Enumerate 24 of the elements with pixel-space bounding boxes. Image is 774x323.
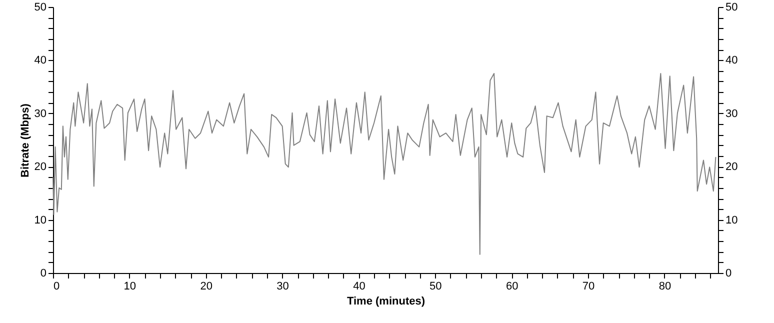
y2-tick-label: 20 bbox=[726, 161, 738, 174]
x-tick-label: 0 bbox=[54, 280, 60, 292]
y2-tick-label: 0 bbox=[726, 268, 732, 280]
y2-tick-label: 30 bbox=[726, 108, 738, 120]
y-tick-label: 30 bbox=[34, 108, 46, 120]
line-series bbox=[52, 73, 716, 255]
x-tick-label: 30 bbox=[276, 280, 289, 292]
y-tick-label: 0 bbox=[40, 268, 46, 280]
x-tick-label: 60 bbox=[506, 280, 518, 292]
x-tick-label: 50 bbox=[430, 280, 442, 292]
y2-tick-label: 10 bbox=[726, 214, 738, 226]
x-tick-label: 10 bbox=[124, 280, 136, 292]
x-tick-label: 80 bbox=[658, 280, 672, 292]
y2-tick-label: 50 bbox=[726, 2, 738, 14]
x-tick-label: 40 bbox=[353, 280, 366, 292]
y-tick-label: 20 bbox=[34, 161, 46, 174]
y2-tick-label: 40 bbox=[726, 54, 738, 67]
x-tick-label: 20 bbox=[200, 280, 212, 292]
x-axis-title: Time (minutes) bbox=[346, 296, 426, 308]
y-tick-label: 40 bbox=[34, 54, 46, 67]
y-tick-label: 50 bbox=[34, 2, 46, 14]
y-axis-title: Bitrate (Mbps) bbox=[19, 103, 32, 178]
x-tick-label: 70 bbox=[582, 280, 595, 292]
y-tick-label: 10 bbox=[34, 214, 46, 226]
